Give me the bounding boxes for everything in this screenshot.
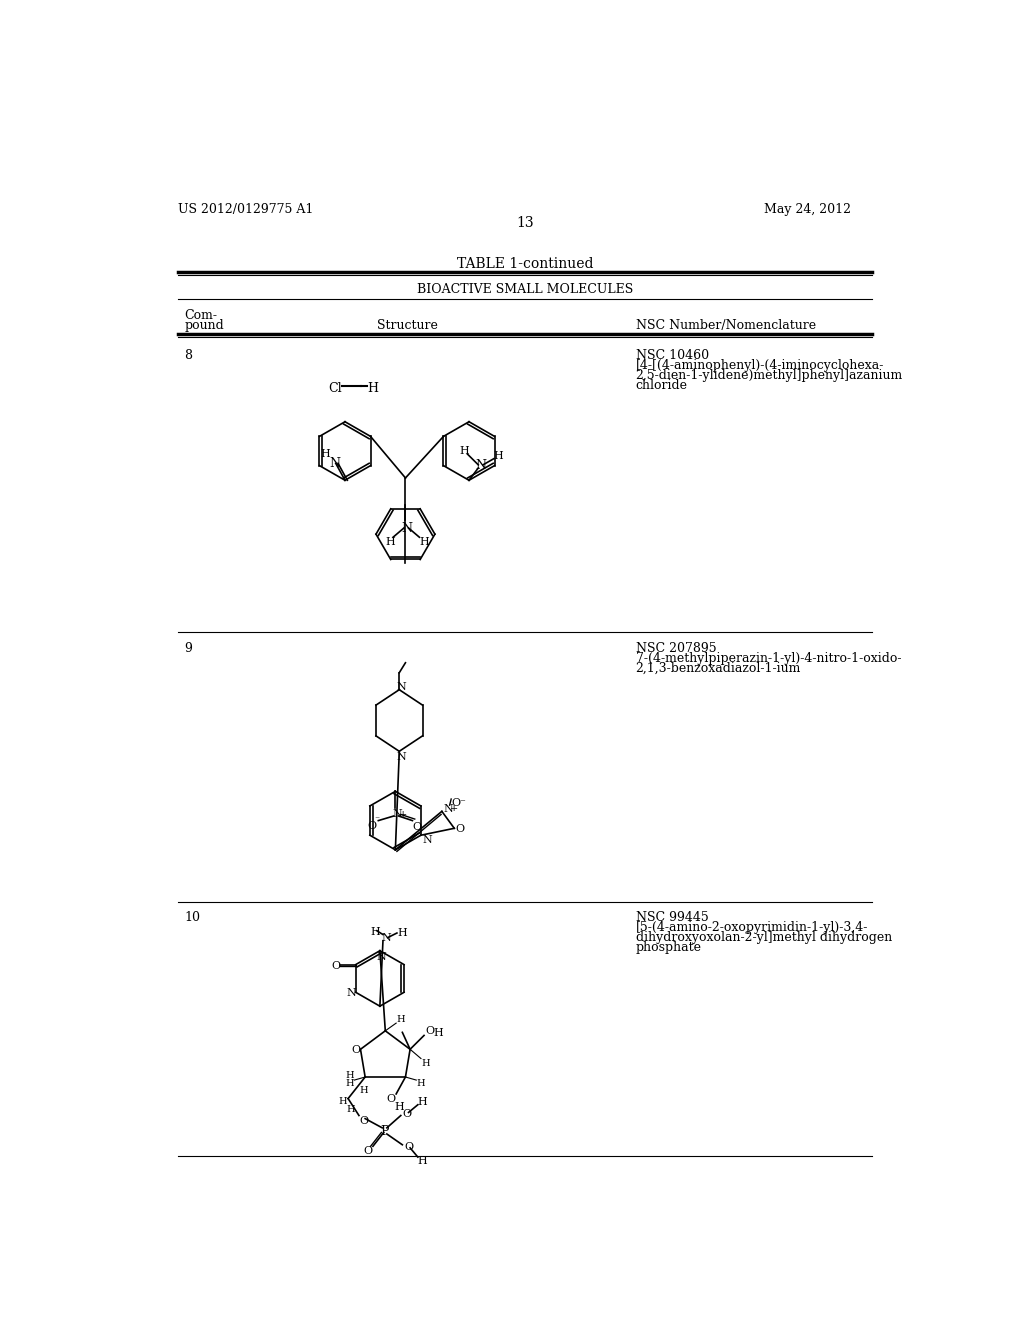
Text: H: H: [345, 1071, 353, 1080]
Text: N: N: [475, 459, 486, 471]
Text: N: N: [376, 952, 386, 961]
Text: H: H: [433, 1028, 443, 1038]
Text: dihydroxyoxolan-2-yl]methyl dihydrogen: dihydroxyoxolan-2-yl]methyl dihydrogen: [636, 932, 892, 945]
Text: Com-: Com-: [184, 309, 217, 322]
Text: H: H: [494, 451, 504, 461]
Text: H: H: [368, 381, 379, 395]
Text: H: H: [339, 1097, 347, 1106]
Text: 9: 9: [184, 642, 193, 655]
Text: NSC 10460: NSC 10460: [636, 350, 709, 363]
Text: chloride: chloride: [636, 379, 688, 392]
Text: TABLE 1-continued: TABLE 1-continued: [457, 257, 593, 271]
Text: H: H: [418, 1155, 428, 1166]
Text: NSC Number/Nomenclature: NSC Number/Nomenclature: [636, 319, 816, 333]
Text: N: N: [330, 457, 341, 470]
Text: O: O: [368, 821, 377, 830]
Text: 2,1,3-benzoxadiazol-1-ium: 2,1,3-benzoxadiazol-1-ium: [636, 663, 801, 675]
Text: O: O: [364, 1146, 373, 1156]
Text: Cl: Cl: [328, 381, 342, 395]
Text: H: H: [460, 446, 469, 457]
Text: N: N: [346, 987, 356, 998]
Text: Structure: Structure: [377, 319, 437, 333]
Text: O: O: [456, 825, 465, 834]
Text: N: N: [396, 682, 406, 692]
Text: 13: 13: [516, 216, 534, 230]
Text: BIOACTIVE SMALL MOLECULES: BIOACTIVE SMALL MOLECULES: [417, 284, 633, 296]
Text: NSC 207895: NSC 207895: [636, 642, 716, 655]
Text: +: +: [398, 810, 407, 818]
Text: +: +: [450, 804, 458, 813]
Text: May 24, 2012: May 24, 2012: [764, 203, 851, 216]
Text: [5-(4-amino-2-oxopyrimidin-1-yl)-3,4-: [5-(4-amino-2-oxopyrimidin-1-yl)-3,4-: [636, 921, 868, 935]
Text: N: N: [443, 804, 454, 813]
Text: H: H: [371, 927, 380, 937]
Text: O: O: [331, 961, 340, 970]
Text: US 2012/0129775 A1: US 2012/0129775 A1: [178, 203, 313, 216]
Text: phosphate: phosphate: [636, 941, 701, 954]
Text: H: H: [359, 1086, 368, 1096]
Text: N: N: [381, 933, 391, 942]
Text: P: P: [381, 1125, 389, 1138]
Text: O: O: [387, 1094, 396, 1104]
Text: H: H: [346, 1105, 355, 1114]
Text: H: H: [394, 1102, 404, 1111]
Text: O: O: [426, 1026, 435, 1036]
Text: N: N: [396, 752, 406, 762]
Text: 7-(4-methylpiperazin-1-yl)-4-nitro-1-oxido-: 7-(4-methylpiperazin-1-yl)-4-nitro-1-oxi…: [636, 652, 901, 665]
Text: [4-[(4-aminophenyl)-(4-iminocyclohexa-: [4-[(4-aminophenyl)-(4-iminocyclohexa-: [636, 359, 884, 372]
Text: ⁻: ⁻: [375, 816, 380, 824]
Text: O: O: [413, 822, 422, 832]
Text: O: O: [452, 797, 461, 808]
Text: NSC 99445: NSC 99445: [636, 911, 709, 924]
Text: H: H: [321, 449, 330, 459]
Text: H: H: [418, 1097, 428, 1107]
Text: O: O: [403, 1142, 413, 1151]
Text: H: H: [417, 1078, 425, 1088]
Text: H: H: [396, 1015, 404, 1024]
Text: 2,5-dien-1-ylidene)methyl]phenyl]azanium: 2,5-dien-1-ylidene)methyl]phenyl]azanium: [636, 370, 903, 383]
Text: 10: 10: [184, 911, 201, 924]
Text: H: H: [385, 537, 395, 548]
Text: ⁻: ⁻: [459, 799, 465, 808]
Text: N: N: [392, 809, 402, 818]
Text: N: N: [423, 836, 432, 845]
Text: H: H: [345, 1078, 353, 1088]
Text: H: H: [421, 1059, 430, 1068]
Text: H: H: [420, 537, 429, 548]
Text: pound: pound: [184, 319, 224, 333]
Text: O: O: [359, 1115, 368, 1126]
Text: 8: 8: [184, 350, 193, 363]
Text: O: O: [402, 1109, 412, 1119]
Text: H: H: [397, 928, 407, 939]
Text: O: O: [351, 1044, 360, 1055]
Text: N: N: [401, 521, 413, 535]
